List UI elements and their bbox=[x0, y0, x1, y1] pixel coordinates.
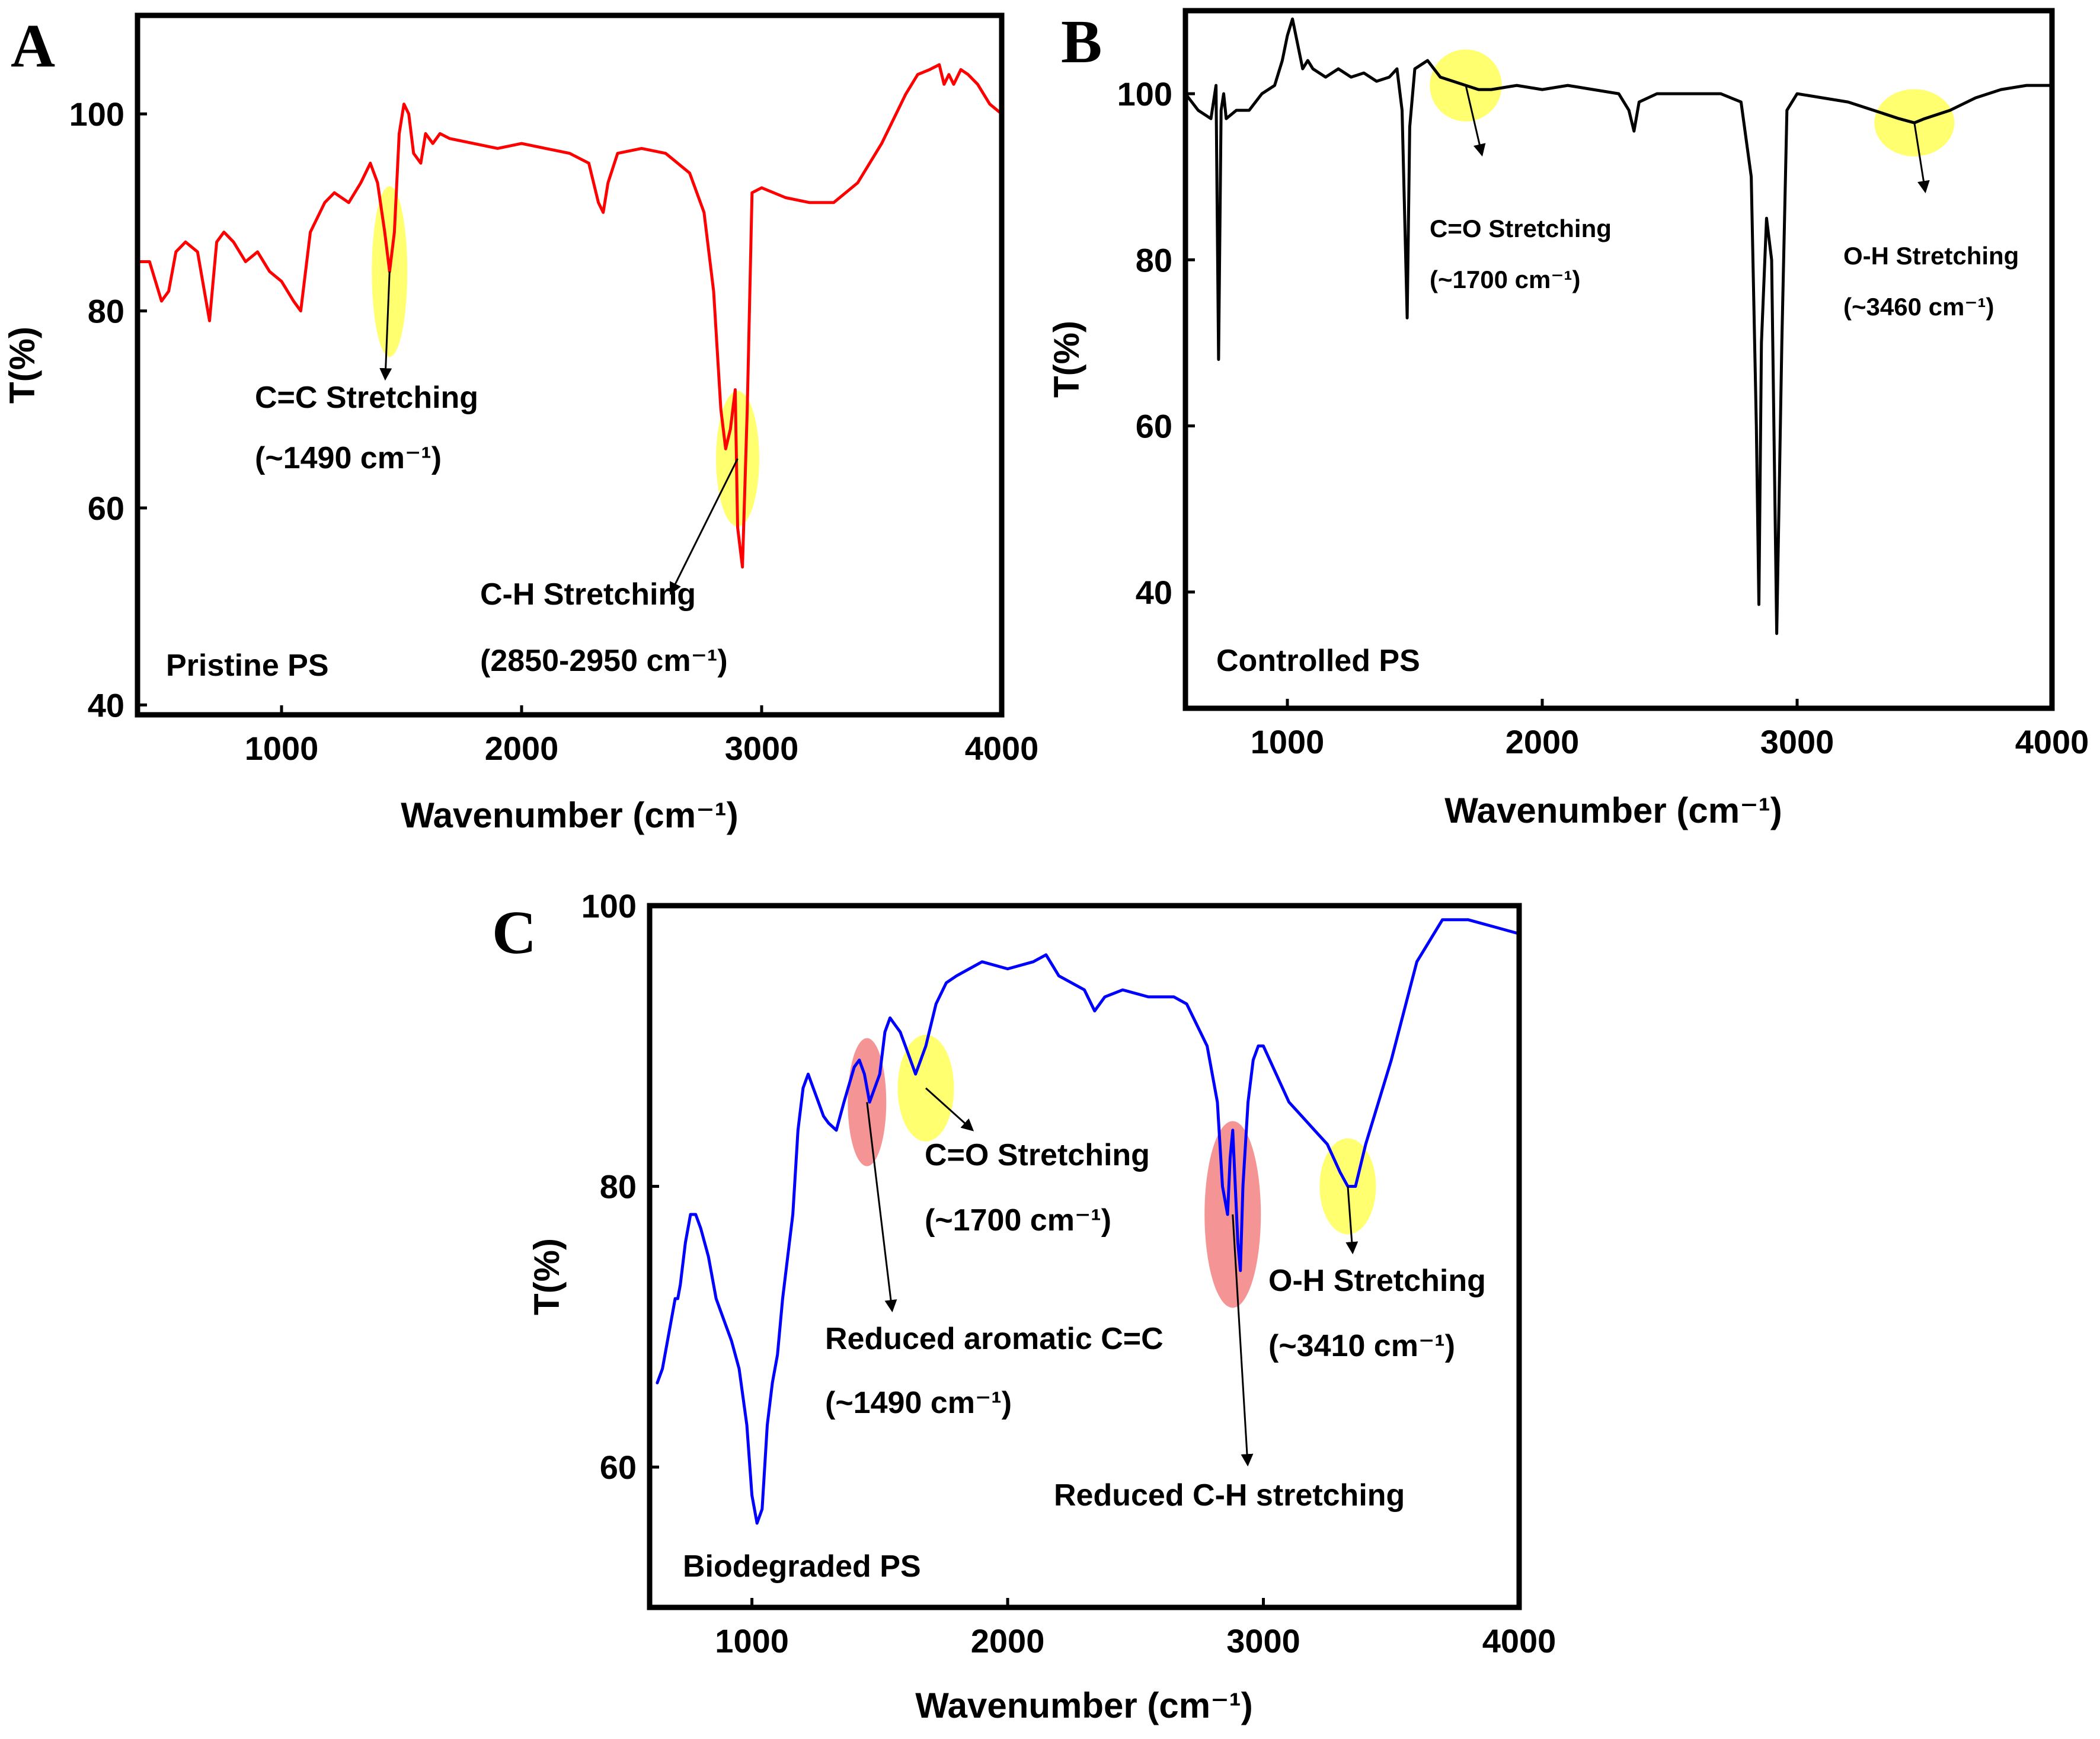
annotation-2: C-H Stretching (2850-2950 cm⁻¹) bbox=[480, 458, 739, 678]
y-tick-label: 100 bbox=[69, 95, 124, 133]
panel-label-b: B bbox=[1061, 8, 1102, 76]
annotation-arrow bbox=[1345, 1186, 1359, 1255]
x-tick-label: 4000 bbox=[1482, 1622, 1556, 1660]
plot-frame bbox=[135, 12, 1005, 718]
y-axis-title: T(%) bbox=[527, 1238, 567, 1315]
annotation-4: Reduced C-H stretching bbox=[1054, 1214, 1405, 1513]
spectrum-line-a bbox=[136, 63, 1003, 569]
sample-label: Controlled PS bbox=[1216, 644, 1420, 678]
x-tick-label: 3000 bbox=[725, 730, 799, 767]
plot-frame bbox=[1182, 8, 2055, 711]
y-tick-label: 100 bbox=[1117, 75, 1172, 113]
y-tick-label: 60 bbox=[88, 490, 124, 527]
annotation-arrow bbox=[866, 1102, 897, 1313]
sample-label: Pristine PS bbox=[166, 648, 329, 683]
plot-frame bbox=[647, 903, 1522, 1610]
annotation-arrow bbox=[379, 271, 392, 381]
panel-label-c: C bbox=[492, 899, 536, 967]
x-axis-title: Wavenumber (cm⁻¹) bbox=[1444, 791, 1782, 830]
annotation-1: C=O Stretching (~1700 cm⁻¹) bbox=[1430, 85, 1612, 293]
x-axis-title: Wavenumber (cm⁻¹) bbox=[401, 795, 739, 835]
panel-c: 1000 2000 3000 4000 60 80 100 Wavenumber (cm⁻¹)… bbox=[492, 887, 1556, 1725]
annotation-detail: (~1490 cm⁻¹) bbox=[255, 441, 442, 475]
annotation-arrow bbox=[670, 458, 739, 595]
x-tick-label: 1000 bbox=[715, 1622, 789, 1660]
annotation-2: Reduced aromatic C=C (~1490 cm⁻¹) bbox=[825, 1102, 1164, 1420]
annotation-title: Reduced aromatic C=C bbox=[825, 1322, 1164, 1356]
y-tick-label: 40 bbox=[1136, 574, 1172, 611]
annotation-arrow bbox=[1232, 1214, 1254, 1467]
sample-label: Biodegraded PS bbox=[683, 1549, 921, 1584]
annotation-title: Reduced C-H stretching bbox=[1054, 1478, 1405, 1513]
y-tick-label: 40 bbox=[88, 686, 124, 724]
x-tick-label: 4000 bbox=[2015, 723, 2089, 760]
x-axis-title: Wavenumber (cm⁻¹) bbox=[915, 1686, 1253, 1725]
annotation-detail: (~1700 cm⁻¹) bbox=[1430, 266, 1580, 293]
x-tick-label: 4000 bbox=[965, 730, 1039, 767]
annotation-1: C=O Stretching (~1700 cm⁻¹) bbox=[925, 1087, 1150, 1238]
x-tick-label: 3000 bbox=[1760, 723, 1834, 760]
annotation-detail: (~3460 cm⁻¹) bbox=[1843, 293, 1994, 321]
annotation-detail: (2850-2950 cm⁻¹) bbox=[480, 644, 728, 678]
annotation-title: O-H Stretching bbox=[1843, 242, 2019, 270]
x-tick-label: 2000 bbox=[1506, 723, 1580, 760]
annotation-arrow bbox=[1465, 85, 1486, 157]
x-tick-label: 1000 bbox=[245, 730, 319, 767]
spectrum-line-c bbox=[656, 918, 1521, 1525]
x-tick-label: 2000 bbox=[971, 1622, 1045, 1660]
annotation-title: C=O Stretching bbox=[1430, 215, 1612, 242]
x-tick-label: 2000 bbox=[485, 730, 559, 767]
y-tick-label: 80 bbox=[88, 293, 124, 330]
annotation-2: O-H Stretching (~3460 cm⁻¹) bbox=[1843, 122, 2019, 321]
highlights bbox=[372, 186, 759, 527]
y-tick-label: 60 bbox=[600, 1449, 637, 1486]
panel-b: 1000 2000 3000 4000 40 60 80 100 Wavenumber (cm⁻… bbox=[1047, 8, 2089, 830]
annotation-title: O-H Stretching bbox=[1268, 1264, 1486, 1298]
y-tick-label: 80 bbox=[600, 1168, 637, 1206]
annotation-arrow bbox=[925, 1087, 974, 1131]
annotation-title: C=O Stretching bbox=[925, 1138, 1150, 1172]
annotation-detail: (~1700 cm⁻¹) bbox=[925, 1203, 1111, 1238]
highlights bbox=[1430, 49, 1955, 156]
annotation-1: C=C Stretching (~1490 cm⁻¹) bbox=[255, 271, 478, 475]
spectrum-line-b bbox=[1184, 17, 2054, 635]
annotation-detail: (~1490 cm⁻¹) bbox=[825, 1386, 1012, 1420]
y-tick-label: 80 bbox=[1136, 241, 1172, 279]
y-tick-label: 60 bbox=[1136, 408, 1172, 445]
panel-label-a: A bbox=[11, 12, 55, 80]
x-tick-label: 1000 bbox=[1251, 723, 1325, 760]
y-tick-label: 100 bbox=[581, 887, 637, 925]
y-axis-title: T(%) bbox=[1047, 321, 1086, 398]
annotation-arrow bbox=[1913, 122, 1930, 194]
annotation-3: O-H Stretching (~3410 cm⁻¹) bbox=[1268, 1186, 1486, 1363]
annotation-detail: (~3410 cm⁻¹) bbox=[1268, 1329, 1455, 1363]
panel-a: 1000 2000 3000 4000 40 60 80 100 Wavenumber (cm⁻… bbox=[2, 12, 1038, 835]
annotation-title: C=C Stretching bbox=[255, 381, 478, 415]
annotation-title: C-H Stretching bbox=[480, 577, 696, 612]
y-axis-title: T(%) bbox=[2, 327, 42, 404]
x-tick-label: 3000 bbox=[1226, 1622, 1300, 1660]
